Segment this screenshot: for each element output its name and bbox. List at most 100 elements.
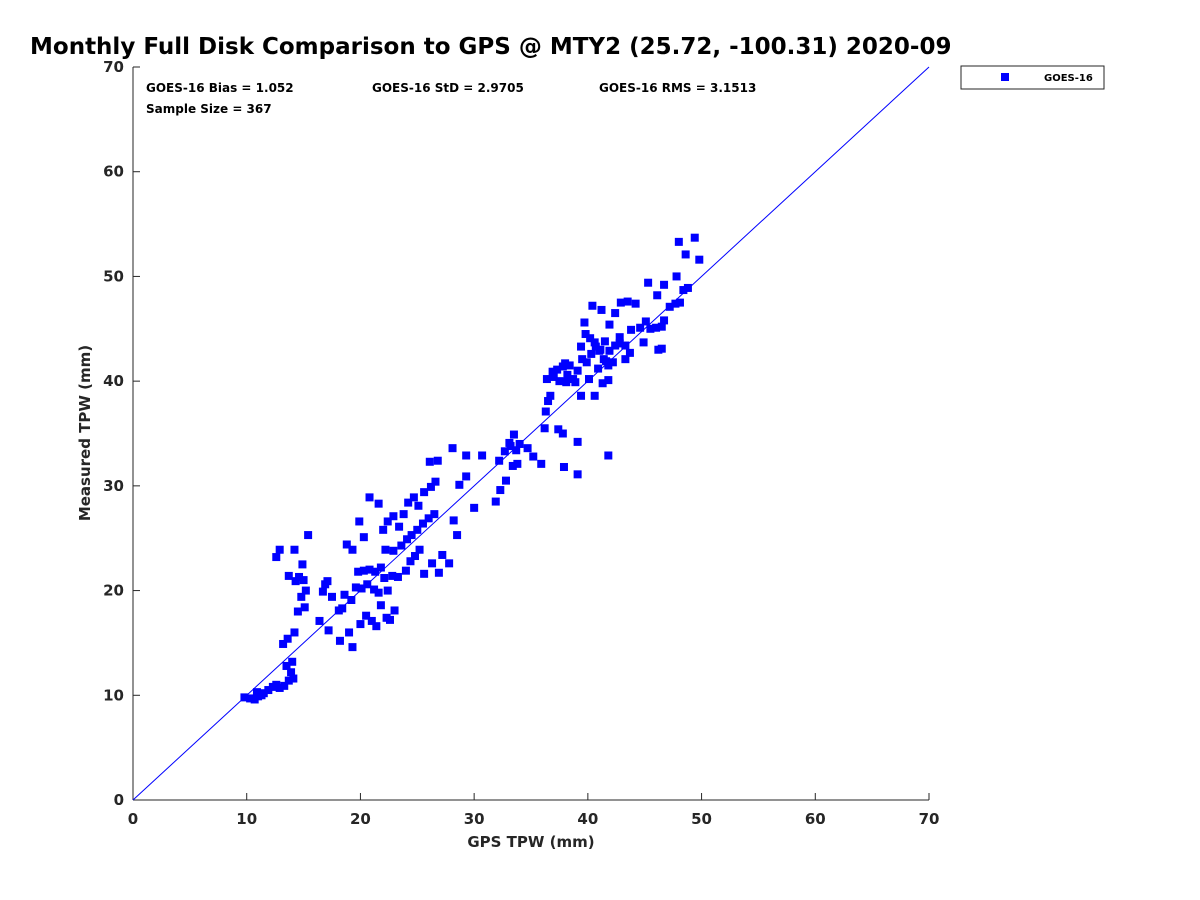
data-point [411, 552, 420, 561]
data-point [508, 461, 517, 470]
data-point [445, 559, 454, 568]
data-point [573, 437, 582, 446]
data-point [546, 391, 555, 400]
y-tick-label: 30 [103, 477, 124, 495]
data-point [355, 517, 364, 526]
data-point [660, 280, 669, 289]
data-point [381, 545, 390, 554]
data-point [462, 451, 471, 460]
data-point [287, 668, 296, 677]
data-point [588, 301, 597, 310]
data-point [240, 693, 249, 702]
data-point [372, 622, 381, 631]
data-point [602, 357, 611, 366]
data-point [272, 553, 281, 562]
data-point [390, 606, 399, 615]
data-point [374, 499, 383, 508]
data-point [418, 519, 427, 528]
data-point [495, 456, 504, 465]
legend: GOES-16 [960, 65, 1105, 90]
data-point [581, 330, 590, 339]
data-point [565, 361, 574, 370]
data-point [561, 359, 570, 368]
data-point [420, 569, 429, 578]
data-point [562, 378, 571, 387]
data-point [671, 299, 680, 308]
data-point [279, 639, 288, 648]
x-tick-label: 50 [691, 810, 712, 828]
data-point [586, 334, 595, 343]
data-point [448, 444, 457, 453]
data-point [275, 545, 284, 554]
data-point [430, 510, 439, 519]
data-point [540, 424, 549, 433]
data-point [403, 535, 412, 544]
data-point [295, 572, 304, 581]
data-point [301, 586, 310, 595]
data-point [695, 255, 704, 264]
data-point [578, 355, 587, 364]
data-point [407, 531, 416, 540]
data-point [605, 346, 614, 355]
data-point [500, 447, 509, 456]
y-tick-label: 60 [103, 163, 124, 181]
data-point [282, 661, 291, 670]
data-point [362, 611, 371, 620]
data-point [363, 580, 372, 589]
data-point [252, 688, 261, 697]
y-axis-label: Measured TPW (mm) [76, 345, 94, 521]
data-point [359, 533, 368, 542]
data-point [388, 571, 397, 580]
data-point [288, 657, 297, 666]
data-point [641, 317, 650, 326]
legend-marker [1001, 73, 1009, 81]
data-point [558, 429, 567, 438]
data-point [413, 525, 422, 534]
legend-label: GOES-16 [1044, 73, 1093, 84]
data-point [393, 572, 402, 581]
data-point [501, 476, 510, 485]
data-points [240, 233, 704, 704]
data-point [284, 571, 293, 580]
data-point [284, 676, 293, 685]
data-point [356, 620, 365, 629]
data-point [657, 322, 666, 331]
data-point [582, 358, 591, 367]
data-point [404, 498, 413, 507]
data-point [577, 391, 586, 400]
data-point [509, 430, 518, 439]
data-point [379, 525, 388, 534]
x-tick-label: 60 [805, 810, 826, 828]
data-point [608, 358, 617, 367]
data-point [298, 560, 307, 569]
data-point [537, 459, 546, 468]
data-point [513, 459, 522, 468]
data-point [611, 341, 620, 350]
data-point [515, 439, 524, 448]
stat-rms: GOES-16 RMS = 3.1513 [599, 81, 756, 95]
data-point [376, 601, 385, 610]
data-point [315, 616, 324, 625]
data-point [291, 577, 300, 586]
data-point [652, 323, 661, 332]
data-point [449, 516, 458, 525]
y-tick-label: 50 [103, 267, 124, 285]
data-point [370, 585, 379, 594]
data-point [573, 366, 582, 375]
data-point [512, 446, 521, 455]
data-point [580, 318, 589, 327]
x-axis-label: GPS TPW (mm) [467, 833, 594, 851]
data-point [428, 559, 437, 568]
data-point [644, 278, 653, 287]
data-point [264, 686, 273, 695]
data-point [365, 565, 374, 574]
data-point [584, 375, 593, 384]
data-point [318, 587, 327, 596]
data-point [590, 338, 599, 347]
data-point [506, 442, 515, 451]
data-point [426, 482, 435, 491]
data-point [289, 674, 298, 683]
data-point [293, 607, 302, 616]
chart-title: Monthly Full Disk Comparison to GPS @ MT… [30, 34, 951, 60]
